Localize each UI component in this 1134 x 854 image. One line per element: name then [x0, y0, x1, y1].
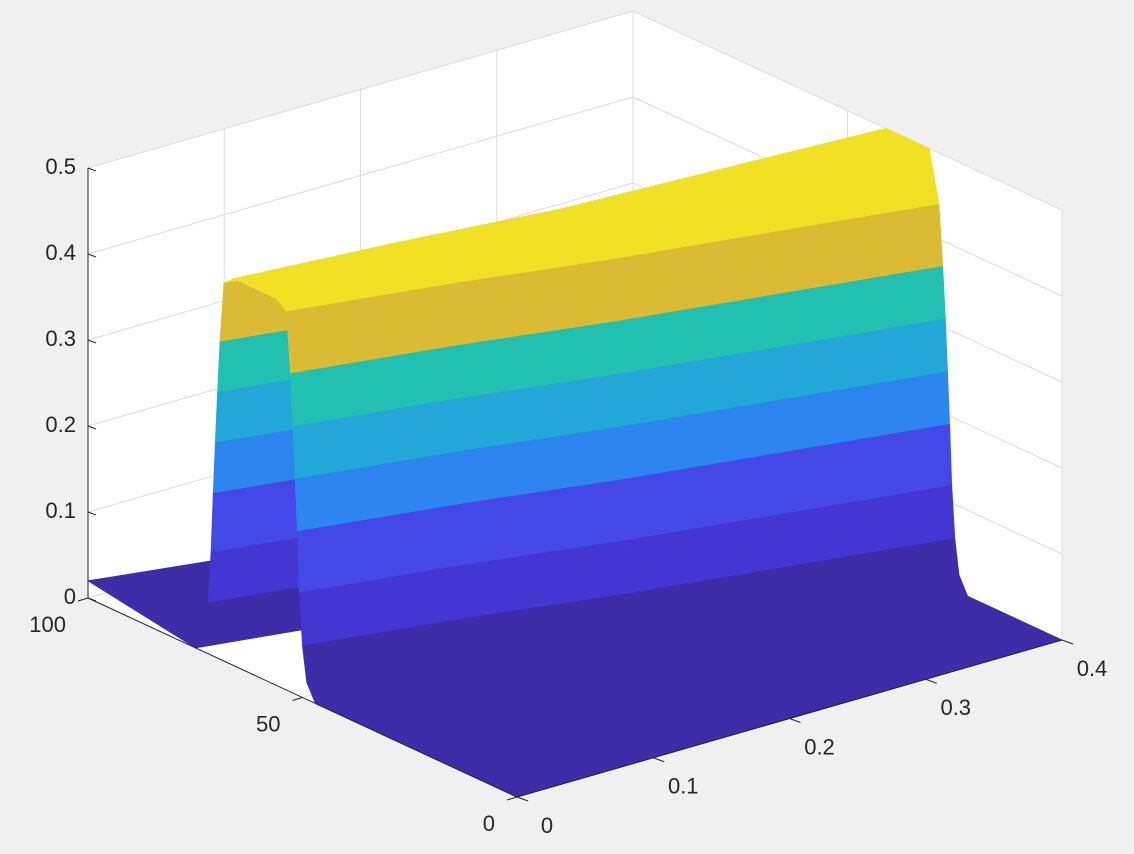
x-tick [653, 757, 665, 763]
x-tick-label: 0.2 [804, 734, 835, 759]
z-tick [87, 597, 97, 602]
y-tick [77, 597, 89, 602]
x-tick [925, 678, 937, 684]
x-tick-label: 0.4 [1077, 656, 1108, 681]
y-tick [506, 796, 518, 801]
z-tick-label: 0.5 [45, 154, 76, 179]
x-tick-label: 0.3 [940, 695, 971, 720]
z-tick-label: 0 [64, 584, 76, 609]
x-tick [789, 718, 801, 723]
x-tick [1061, 639, 1074, 645]
x-tick-label: 0.1 [668, 774, 699, 799]
z-tick [87, 511, 97, 516]
x-tick-label: 0 [541, 813, 553, 838]
z-tick [87, 339, 97, 344]
y-tick-label: 50 [256, 711, 280, 736]
y-tick-label: 100 [29, 612, 66, 637]
x-tick [516, 796, 529, 802]
z-tick-label: 0.1 [45, 498, 76, 523]
y-tick [292, 697, 303, 701]
z-tick-label: 0.4 [45, 240, 76, 265]
y-tick-label: 0 [483, 811, 495, 836]
z-tick-label: 0.2 [45, 412, 76, 437]
z-tick [87, 253, 97, 258]
z-tick-label: 0.3 [45, 326, 76, 351]
z-tick [87, 167, 97, 172]
z-tick [87, 425, 97, 430]
